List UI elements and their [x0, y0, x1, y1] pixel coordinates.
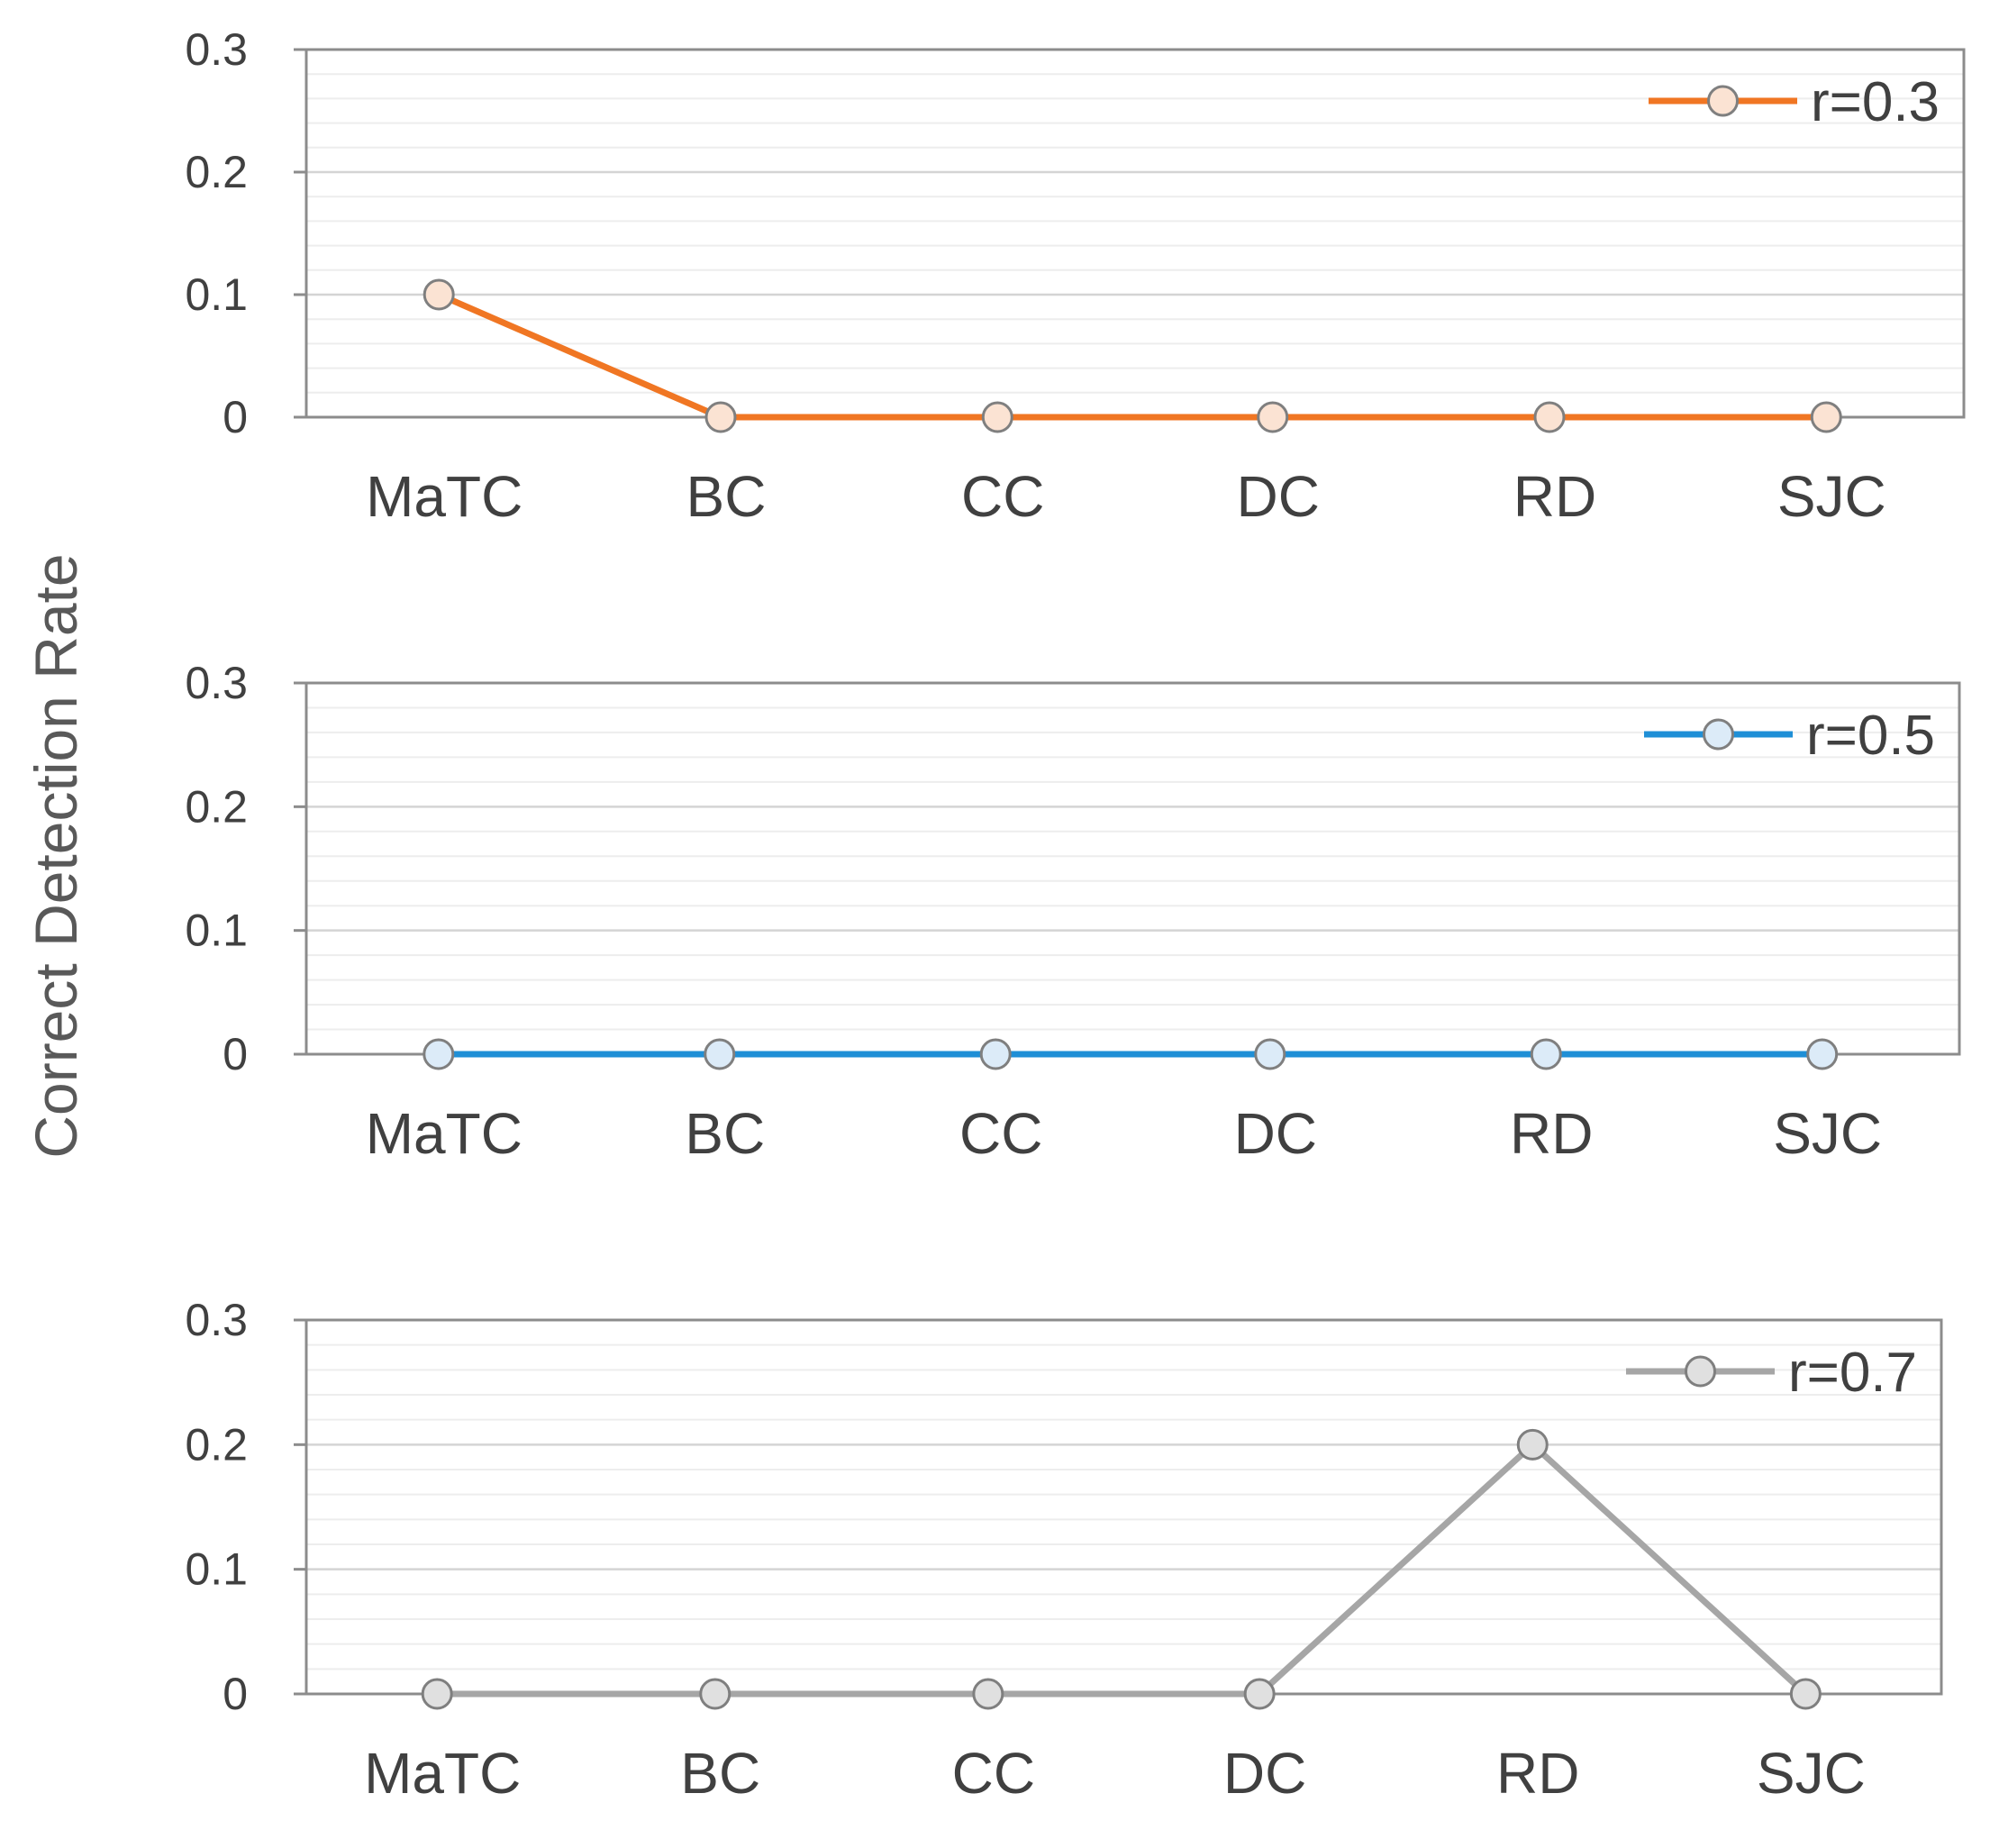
- y-tick-label: 0.1: [185, 269, 248, 320]
- data-point: [1254, 1038, 1286, 1070]
- y-tick-label: 0.2: [185, 781, 248, 832]
- x-category-label: BC: [685, 1101, 765, 1166]
- x-category-label: RD: [1513, 464, 1596, 529]
- data-point: [972, 1678, 1004, 1710]
- data-point: [1789, 1678, 1822, 1710]
- y-tick-label: 0.1: [185, 906, 248, 956]
- data-point: [1810, 401, 1842, 433]
- x-category-label: DC: [1234, 1101, 1317, 1166]
- y-tick-label: 0.3: [185, 24, 248, 75]
- data-point: [1533, 401, 1566, 433]
- x-category-label: SJC: [1757, 1741, 1866, 1806]
- data-point: [423, 1038, 455, 1070]
- plot-area: [306, 683, 1959, 1054]
- x-category-label: SJC: [1777, 464, 1886, 529]
- series-line: [437, 1441, 1808, 1698]
- data-point: [1257, 401, 1289, 433]
- chart-panels: 0 0.1 0.2 0.3 MaTC BC CC DC RD SJC r=0.3 0 0.1 0.2 0.3…: [185, 24, 1966, 1806]
- panel-3: 0 0.1 0.2 0.3 MaTC BC CC DC RD SJC r=0.7: [185, 1295, 1943, 1806]
- data-point: [704, 401, 737, 433]
- series-line: [437, 291, 1827, 421]
- y-tick-label: 0.2: [185, 147, 248, 197]
- data-point: [704, 1038, 736, 1070]
- x-category-label: DC: [1223, 1741, 1306, 1806]
- x-category-label: DC: [1237, 464, 1320, 529]
- data-point: [981, 401, 1013, 433]
- y-tick-label: 0: [223, 1029, 248, 1079]
- x-category-label: CC: [961, 464, 1044, 529]
- x-category-label: MaTC: [364, 1741, 521, 1806]
- legend-marker: [1707, 85, 1739, 117]
- x-category-label: CC: [959, 1101, 1042, 1166]
- x-category-label: MaTC: [366, 464, 522, 529]
- plot-area: [306, 1320, 1941, 1694]
- y-tick-label: 0.3: [185, 658, 248, 708]
- x-category-label: BC: [686, 464, 767, 529]
- legend-label: r=0.3: [1811, 71, 1940, 133]
- y-axis-label: Correct Detection Rate: [23, 553, 89, 1158]
- x-category-label: CC: [952, 1741, 1035, 1806]
- data-point: [423, 278, 455, 311]
- data-point: [1516, 1428, 1549, 1461]
- legend-marker: [1685, 1355, 1716, 1388]
- data-point: [979, 1038, 1012, 1070]
- panel-1: 0 0.1 0.2 0.3 MaTC BC CC DC RD SJC r=0.3: [185, 24, 1966, 529]
- data-point: [699, 1678, 731, 1710]
- data-point: [1243, 1678, 1276, 1710]
- x-category-label: RD: [1496, 1741, 1579, 1806]
- y-tick-label: 0.1: [185, 1544, 248, 1595]
- legend-label: r=0.5: [1806, 705, 1935, 767]
- y-tick-label: 0.3: [185, 1295, 248, 1345]
- legend-marker: [1703, 718, 1734, 751]
- data-point: [421, 1678, 453, 1710]
- y-tick-label: 0: [223, 392, 248, 442]
- y-tick-label: 0: [223, 1669, 248, 1719]
- x-category-label: BC: [680, 1741, 760, 1806]
- data-point: [1806, 1038, 1839, 1070]
- data-point: [1530, 1038, 1562, 1070]
- x-category-label: MaTC: [366, 1101, 522, 1166]
- x-category-label: SJC: [1773, 1101, 1882, 1166]
- x-category-label: RD: [1510, 1101, 1593, 1166]
- panel-2: 0 0.1 0.2 0.3 MaTC BC CC DC RD SJC r=0.5: [185, 658, 1961, 1166]
- legend-label: r=0.7: [1788, 1342, 1917, 1404]
- y-tick-label: 0.2: [185, 1419, 248, 1470]
